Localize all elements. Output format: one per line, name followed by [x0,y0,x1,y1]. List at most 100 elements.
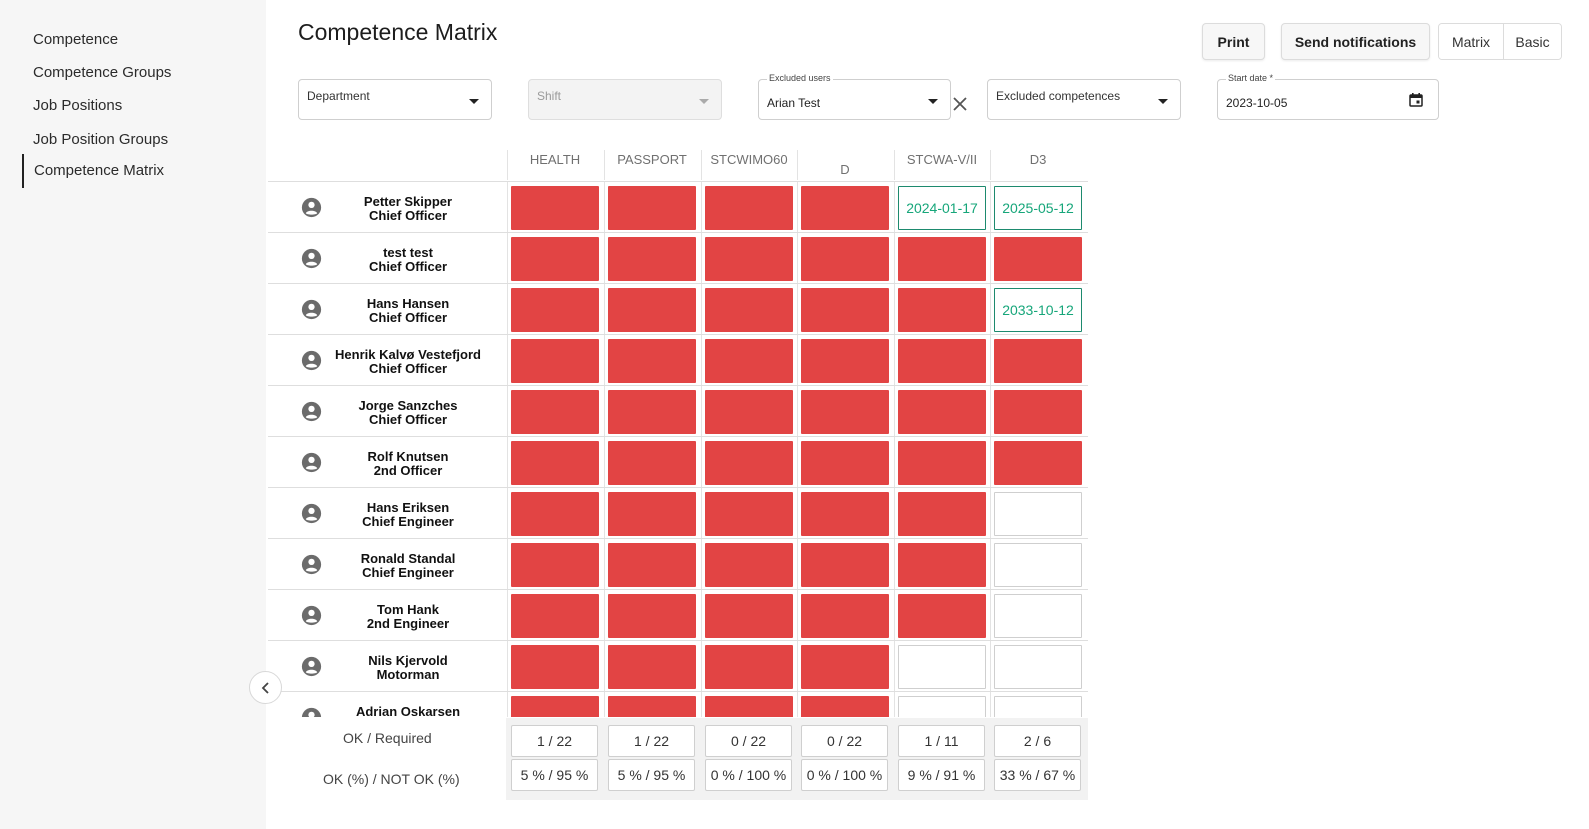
competence-cell-missing[interactable] [608,288,696,332]
competence-cell-missing[interactable] [801,543,889,587]
competence-cell-missing[interactable] [608,492,696,536]
column-divider [604,437,605,488]
competence-cell-empty[interactable] [898,696,986,717]
competence-cell-missing[interactable] [801,492,889,536]
competence-cell-missing[interactable] [801,696,889,717]
competence-cell-missing[interactable] [801,288,889,332]
competence-cell-missing[interactable] [511,288,599,332]
competence-cell-missing[interactable] [511,492,599,536]
competence-cell-missing[interactable] [801,594,889,638]
competence-cell-empty[interactable] [994,696,1082,717]
competence-cell-missing[interactable] [511,543,599,587]
sidebar-item-job-position-groups[interactable]: Job Position Groups [33,131,169,148]
user-position: Chief Officer [368,361,447,376]
competence-cell-missing[interactable] [801,645,889,689]
competence-cell-missing[interactable] [705,645,793,689]
competence-cell-valid[interactable]: 2024-01-17 [898,186,986,230]
close-icon[interactable] [951,95,969,113]
competence-cell-missing[interactable] [898,543,986,587]
competence-cell-missing[interactable] [705,594,793,638]
competence-cell-missing[interactable] [801,441,889,485]
competence-cell-empty[interactable] [994,594,1082,638]
user-info: Tom Hank 2nd Engineer [328,603,488,631]
competence-cell-missing[interactable] [705,543,793,587]
collapse-sidebar-button[interactable] [249,671,282,704]
competence-cell-empty[interactable] [898,645,986,689]
competence-cell-missing[interactable] [608,441,696,485]
excluded-users-select[interactable]: Excluded users Arian Test [758,73,951,120]
print-button[interactable]: Print [1202,23,1265,60]
competence-cell-missing[interactable] [608,339,696,383]
sidebar-item-competence-matrix[interactable]: Competence Matrix [22,154,164,188]
column-divider [797,590,798,641]
column-divider [604,692,605,717]
column-divider [701,182,702,233]
view-matrix-button[interactable]: Matrix [1439,24,1503,59]
column-divider [894,335,895,386]
view-basic-button[interactable]: Basic [1503,24,1561,59]
competence-cell-missing[interactable] [801,390,889,434]
competence-cell-missing[interactable] [511,696,599,717]
sidebar-item-competence-groups[interactable]: Competence Groups [33,64,172,81]
competence-cell-empty[interactable] [994,645,1082,689]
excluded-users-label: Excluded users [767,73,833,83]
competence-cell-missing[interactable] [994,390,1082,434]
user-icon [301,299,322,320]
competence-cell-missing[interactable] [608,390,696,434]
competence-cell-missing[interactable] [705,696,793,717]
competence-cell-missing[interactable] [994,441,1082,485]
column-divider [894,182,895,233]
competence-cell-missing[interactable] [511,339,599,383]
competence-cell-missing[interactable] [608,594,696,638]
competence-cell-missing[interactable] [608,543,696,587]
competence-cell-valid[interactable]: 2033-10-12 [994,288,1082,332]
sidebar-item-competence[interactable]: Competence [33,31,119,48]
competence-cell-empty[interactable] [994,492,1082,536]
competence-cell-missing[interactable] [801,339,889,383]
competence-cell-missing[interactable] [511,186,599,230]
competence-cell-missing[interactable] [801,186,889,230]
competence-cell-missing[interactable] [511,390,599,434]
excluded-competences-select[interactable]: Excluded competences [987,79,1181,120]
column-divider [990,539,991,590]
competence-cell-missing[interactable] [898,288,986,332]
competence-cell-missing[interactable] [705,339,793,383]
send-notifications-button[interactable]: Send notifications [1281,23,1430,60]
competence-cell-missing[interactable] [608,237,696,281]
competence-cell-missing[interactable] [511,594,599,638]
competence-cell-valid[interactable]: 2025-05-12 [994,186,1082,230]
column-divider [507,488,508,539]
competence-cell-missing[interactable] [994,237,1082,281]
competence-cell-missing[interactable] [705,492,793,536]
competence-cell-missing[interactable] [898,441,986,485]
user-name: Adrian Oskarsen [355,704,461,718]
calendar-icon[interactable] [1409,93,1423,107]
competence-cell-missing[interactable] [608,696,696,717]
matrix-body: Petter Skipper Chief Officer 2024-01-17 202… [268,181,1088,717]
start-date-field[interactable]: Start date * 2023-10-05 [1217,73,1439,120]
competence-cell-missing[interactable] [898,339,986,383]
competence-cell-missing[interactable] [898,390,986,434]
competence-cell-missing[interactable] [898,594,986,638]
shift-select[interactable]: Shift [528,79,722,120]
competence-cell-empty[interactable] [994,543,1082,587]
competence-cell-missing[interactable] [705,186,793,230]
competence-cell-missing[interactable] [801,237,889,281]
competence-cell-missing[interactable] [898,237,986,281]
department-select[interactable]: Department [298,79,492,120]
competence-cell-missing[interactable] [608,645,696,689]
competence-cell-missing[interactable] [705,441,793,485]
competence-cell-missing[interactable] [705,390,793,434]
competence-cell-missing[interactable] [511,441,599,485]
competence-cell-missing[interactable] [994,339,1082,383]
competence-cell-missing[interactable] [608,186,696,230]
column-divider [894,150,895,180]
user-icon [301,656,322,677]
column-divider [604,590,605,641]
competence-cell-missing[interactable] [705,288,793,332]
sidebar-item-job-positions[interactable]: Job Positions [33,97,123,114]
competence-cell-missing[interactable] [511,645,599,689]
competence-cell-missing[interactable] [511,237,599,281]
competence-cell-missing[interactable] [705,237,793,281]
competence-cell-missing[interactable] [898,492,986,536]
